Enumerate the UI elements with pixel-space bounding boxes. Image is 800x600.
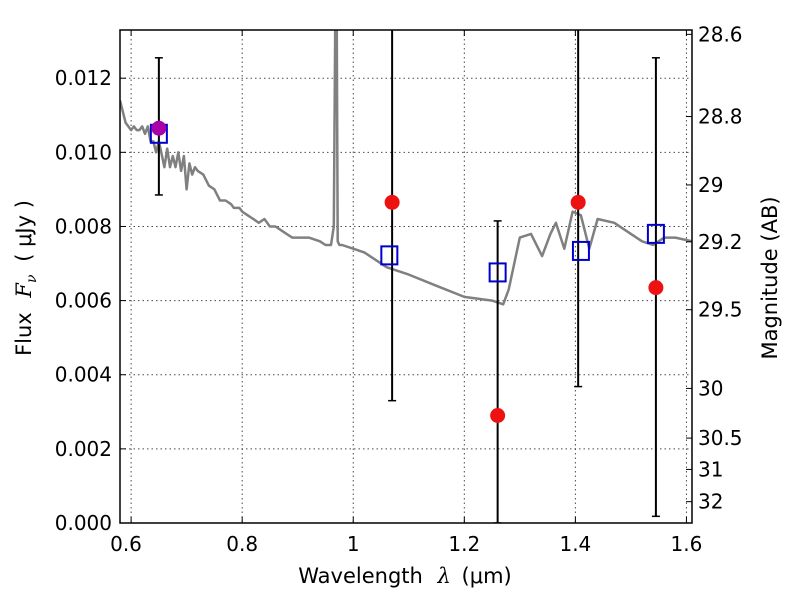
y2-tick-label: 30.5 xyxy=(698,426,743,450)
x-axis-label: Wavelength λ (μm) xyxy=(298,564,511,588)
model-photometry-point xyxy=(380,245,399,266)
model-photometry-point xyxy=(488,262,507,283)
observed-point xyxy=(384,194,400,210)
y2-tick-label: 30 xyxy=(698,376,723,400)
y-tick-label: 0.004 xyxy=(55,363,112,387)
x-axis-label-symbol: λ xyxy=(437,564,451,588)
x-tick-label: 1.2 xyxy=(448,532,480,556)
y2-tick-label: 28.8 xyxy=(698,105,743,129)
y-axis-label-main: Flux xyxy=(12,312,36,356)
x-tick-label: 1.6 xyxy=(671,532,703,556)
model-photometry-point xyxy=(646,223,665,244)
model-sed-line xyxy=(120,30,692,306)
observed-point xyxy=(151,120,167,136)
observed-point xyxy=(570,194,586,210)
plot-area xyxy=(120,30,692,523)
y2-tick-label: 32 xyxy=(698,490,723,514)
y2-tick-label: 31 xyxy=(698,457,723,481)
y-axis-label-symbol: F xyxy=(12,282,36,299)
y2-tick-label: 29.5 xyxy=(698,298,743,322)
y-tick-label: 0.010 xyxy=(55,140,112,164)
y2-tick-label: 29 xyxy=(698,173,723,197)
y-tick-label: 0.006 xyxy=(55,289,112,313)
observed-point xyxy=(490,408,506,424)
y2-tick-label: 29.2 xyxy=(698,230,743,254)
y-tick-label: 0.008 xyxy=(55,214,112,238)
y2-axis-label: Magnitude (AB) xyxy=(758,196,782,359)
x-axis-label-main: Wavelength xyxy=(298,564,423,588)
x-tick-label: 0.6 xyxy=(110,532,142,556)
y-axis-label-sub: ν xyxy=(24,274,40,283)
y-tick-label: 0.000 xyxy=(55,511,112,535)
x-axis-label-unit: (μm) xyxy=(462,564,512,588)
y-axis-label-unit: ( μJy ) xyxy=(12,200,36,262)
observed-point xyxy=(648,280,664,296)
y-axis-label: Flux Fν ( μJy ) xyxy=(12,200,41,356)
x-tick-label: 1.4 xyxy=(559,532,591,556)
grid-layer xyxy=(120,30,692,523)
plot-content xyxy=(120,30,692,523)
x-tick-label: 1 xyxy=(347,532,360,556)
model-photometry-point xyxy=(571,240,590,261)
tick-layer: 0.8 1 1.2 1.4 1.6 0.60.000 0.002 0.004 0.006 0.00… xyxy=(55,22,743,556)
y-tick-label: 0.002 xyxy=(55,437,112,461)
plot-frame xyxy=(119,29,693,524)
y2-tick-label: 28.6 xyxy=(698,22,743,46)
y-tick-label: 0.012 xyxy=(55,66,112,90)
x-tick-label: 0.8 xyxy=(226,532,258,556)
